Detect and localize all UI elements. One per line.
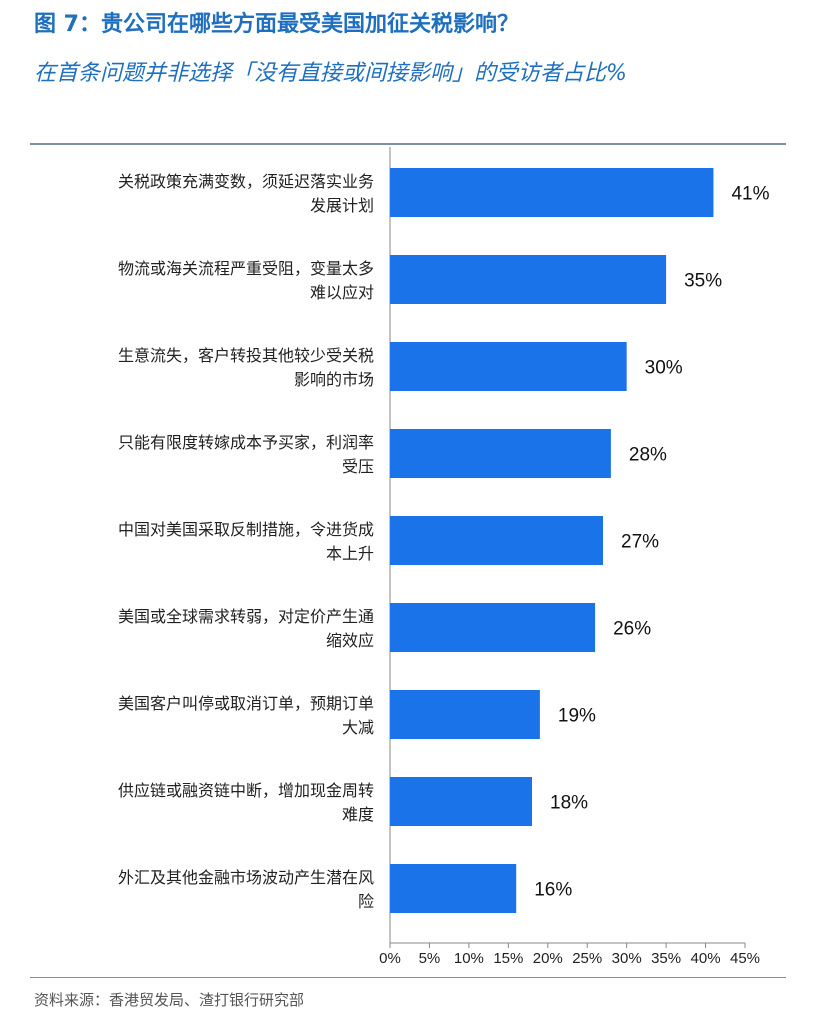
category-label: 受压 [342, 457, 374, 476]
bottom-rule [30, 977, 786, 978]
category-label: 外汇及其他金融市场波动产生潜在风 [118, 868, 374, 887]
x-tick-label: 25% [572, 950, 602, 967]
bar [390, 864, 517, 913]
bar [390, 603, 596, 652]
figure-subtitle: 在首条问题并非选择「没有直接或间接影响」的受访者占比% [34, 61, 627, 86]
category-label: 美国客户叫停或取消订单，预期订单 [118, 694, 374, 713]
category-label: 只能有限度转嫁成本予买家，利润率 [118, 433, 374, 452]
value-label: 41% [731, 184, 769, 205]
category-label: 物流或海关流程严重受阻，变量太多 [118, 259, 374, 278]
value-label: 30% [645, 358, 683, 379]
bar [390, 168, 714, 217]
category-label: 供应链或融资链中断，增加现金周转 [118, 781, 374, 800]
category-label: 本上升 [326, 544, 374, 563]
x-tick-label: 0% [379, 950, 401, 967]
x-tick-label: 45% [730, 950, 760, 967]
value-label: 35% [684, 271, 722, 292]
x-tick-label: 30% [612, 950, 642, 967]
bar [390, 342, 627, 391]
category-label: 大减 [342, 718, 374, 737]
value-label: 18% [550, 793, 588, 814]
top-rule [30, 143, 786, 145]
bar [390, 429, 611, 478]
x-tick-label: 35% [651, 950, 681, 967]
category-label: 美国或全球需求转弱，对定价产生通 [118, 607, 374, 626]
x-tick-label: 15% [493, 950, 523, 967]
category-label: 影响的市场 [294, 370, 374, 389]
bar [390, 690, 540, 739]
x-tick-label: 40% [691, 950, 721, 967]
value-label: 19% [558, 706, 596, 727]
source-note: 资料来源：香港贸发局、渣打银行研究部 [34, 991, 305, 1009]
bar [390, 777, 532, 826]
category-label: 缩效应 [326, 631, 374, 650]
category-label: 中国对美国采取反制措施，令进货成 [118, 520, 374, 539]
value-label: 27% [621, 532, 659, 553]
category-label: 发展计划 [310, 196, 374, 215]
category-label: 险 [358, 892, 374, 911]
bar [390, 516, 603, 565]
x-tick-label: 20% [533, 950, 563, 967]
category-label: 关税政策充满变数，须延迟落实业务 [118, 172, 374, 191]
figure-title: 图 7：贵公司在哪些方面最受美国加征关税影响？ [34, 12, 519, 37]
x-tick-label: 5% [419, 950, 441, 967]
bar [390, 255, 667, 304]
category-label: 难以应对 [310, 283, 374, 302]
bar-chart: 0% 5% 10% 15% 20% 25% 30% 35% 40% 45% 41% 关税政策充满变数，… [118, 147, 770, 967]
value-label: 26% [613, 619, 651, 640]
category-label: 难度 [342, 805, 374, 824]
value-label: 16% [534, 880, 572, 901]
x-tick-label: 10% [454, 950, 484, 967]
value-label: 28% [629, 445, 667, 466]
category-label: 生意流失，客户转投其他较少受关税 [118, 346, 374, 365]
